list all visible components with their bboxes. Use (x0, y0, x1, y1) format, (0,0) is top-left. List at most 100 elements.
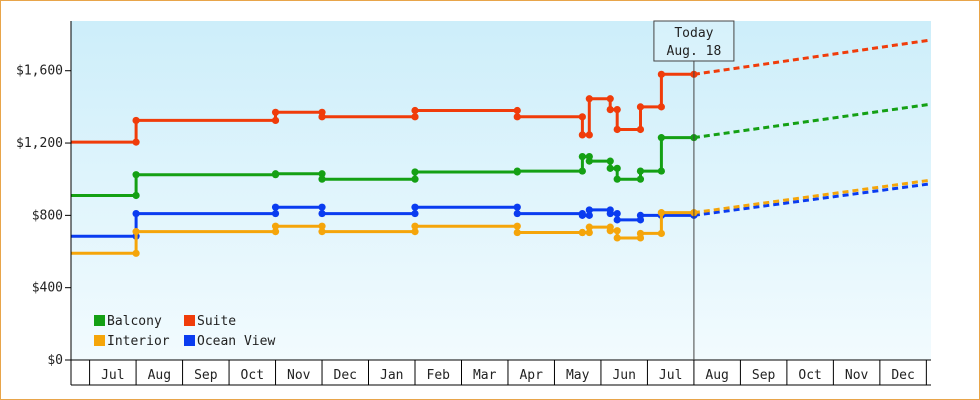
y-tick-label: $1,200 (16, 136, 63, 151)
axis-layer: $0 $400 $800 $1,200 $1,600 Jul Aug Sep Oct Nov Dec… (16, 21, 931, 386)
data-point (636, 175, 645, 183)
today-box (653, 20, 735, 62)
x-tick-label: Nov (287, 368, 311, 383)
x-tick-label: Oct (798, 368, 821, 383)
data-point (513, 113, 521, 121)
data-point (578, 228, 586, 237)
data-point (613, 105, 621, 114)
legend-label: Balcony (107, 314, 162, 329)
data-point (657, 134, 665, 142)
data-point (613, 209, 621, 218)
data-point (411, 113, 419, 121)
x-tick-label: Mar (473, 368, 497, 383)
data-point (606, 105, 614, 114)
series-interior (71, 178, 932, 257)
series-balcony (71, 102, 932, 200)
x-tick-label: May (566, 368, 590, 383)
data-point (606, 157, 614, 165)
y-tick-label: $1,600 (16, 64, 63, 79)
legend-label: Ocean View (197, 334, 275, 349)
data-point (513, 167, 521, 175)
legend-item-balcony: Balcony (94, 314, 162, 329)
data-point (132, 228, 140, 236)
data-point (318, 203, 326, 211)
data-point (613, 164, 621, 172)
x-tick-label: Aug (148, 368, 171, 383)
data-point (271, 116, 280, 125)
x-tick-label: Jan (380, 368, 403, 383)
x-tick-label: Sep (752, 368, 776, 383)
today-date: Aug. 18 (667, 44, 722, 59)
today-label: Today (674, 26, 713, 41)
data-point (318, 228, 326, 236)
data-point (411, 175, 419, 183)
data-point (513, 228, 521, 237)
x-tick-label: Dec (891, 368, 914, 383)
series-ocean-view (71, 182, 932, 240)
legend-item-interior: Interior (94, 334, 170, 349)
data-point (578, 131, 586, 139)
y-tick-label: $0 (47, 353, 63, 368)
data-point (271, 209, 280, 218)
data-point (271, 170, 280, 178)
x-tick-label: Feb (427, 368, 451, 383)
data-point (513, 222, 521, 230)
data-point (411, 168, 419, 176)
data-point (411, 203, 419, 211)
data-point (613, 227, 621, 235)
legend-swatch (184, 315, 195, 326)
data-point (578, 113, 586, 121)
data-point (578, 167, 586, 175)
data-point (585, 223, 593, 231)
x-tick-label: Sep (194, 368, 218, 383)
data-point (585, 206, 593, 214)
legend-item-suite: Suite (184, 314, 236, 329)
legend-swatch (94, 335, 105, 346)
x-tick-label: Oct (241, 368, 264, 383)
data-point (636, 229, 645, 238)
data-point (318, 209, 326, 218)
x-tick-label: Apr (519, 368, 543, 383)
data-point (578, 211, 586, 219)
x-tick-label: Jun (612, 368, 635, 383)
data-point (657, 229, 665, 238)
data-point (657, 209, 665, 217)
series-layer (71, 38, 932, 257)
legend-label: Interior (107, 334, 170, 349)
data-point (318, 222, 326, 230)
data-point (636, 103, 645, 111)
data-point (585, 157, 593, 165)
data-point (636, 211, 645, 219)
data-point (585, 131, 593, 139)
data-point (657, 167, 665, 175)
x-tick-label: Nov (845, 368, 869, 383)
data-point (132, 191, 140, 200)
x-tick-label: Jul (101, 368, 124, 383)
data-point (132, 138, 140, 146)
y-tick-label: $400 (32, 281, 63, 296)
plot-background (71, 21, 931, 360)
legend: Balcony Suite Interior Ocean View (94, 314, 275, 349)
data-point (613, 125, 621, 134)
y-tick-label: $800 (32, 208, 63, 223)
data-point (411, 106, 419, 115)
data-point (513, 106, 521, 115)
data-point (271, 222, 280, 230)
data-point (132, 209, 140, 218)
legend-swatch (94, 315, 105, 326)
data-point (657, 103, 665, 111)
x-tick-label: Jul (659, 368, 682, 383)
data-point (585, 228, 593, 237)
data-point (613, 234, 621, 242)
data-point (318, 113, 326, 121)
data-point (585, 211, 593, 219)
data-point (606, 209, 614, 218)
data-point (271, 203, 280, 211)
data-point (132, 249, 140, 257)
data-point (271, 228, 280, 236)
data-point (606, 95, 614, 103)
legend-item-ocean-view: Ocean View (184, 334, 275, 349)
data-point (411, 228, 419, 236)
